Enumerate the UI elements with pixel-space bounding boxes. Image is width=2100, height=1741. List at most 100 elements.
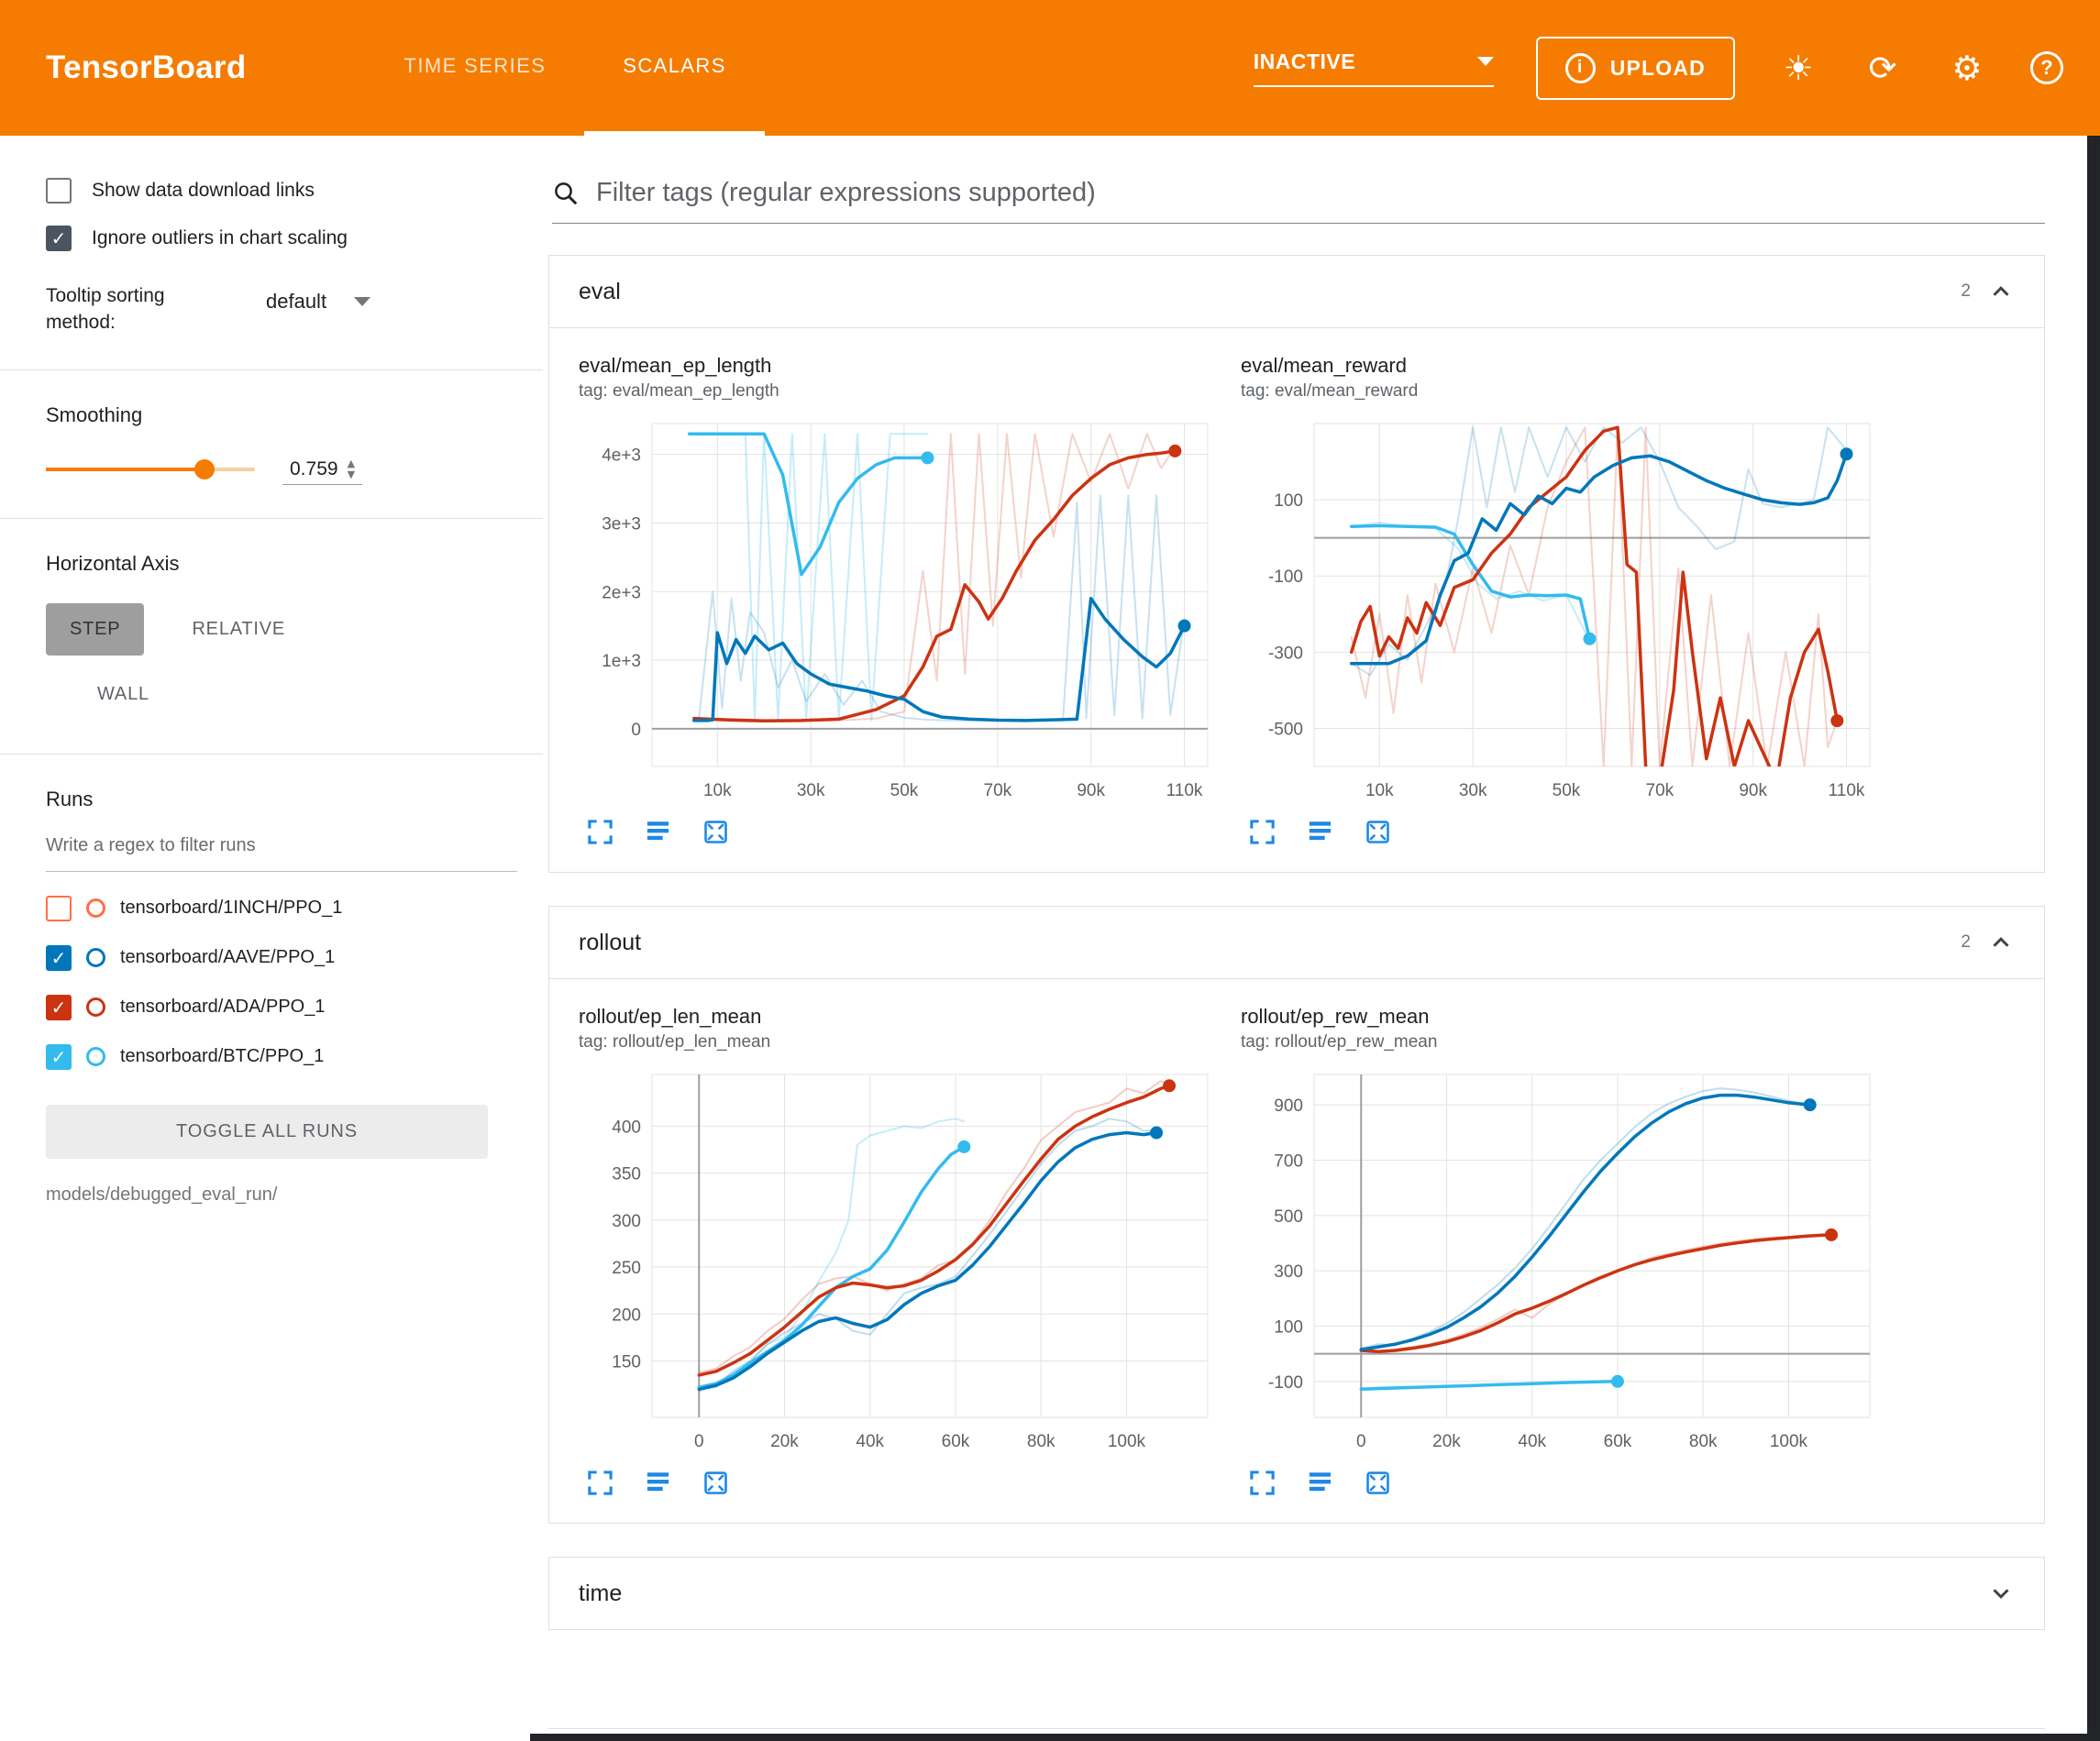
run-row-btc[interactable]: tensorboard/BTC/PPO_1 xyxy=(46,1043,517,1070)
chart-plot[interactable]: 0 20k 40k 60k 80k 100k -100 100 300 500 700 900 xyxy=(1241,1063,1883,1458)
show-download-links-checkbox-row[interactable]: Show data download links xyxy=(46,178,517,204)
run-checkbox[interactable] xyxy=(46,944,72,971)
divider xyxy=(0,517,543,519)
section-rollout-header[interactable]: rollout 2 xyxy=(549,907,2044,978)
fit-domain-icon[interactable] xyxy=(1364,1469,1392,1497)
svg-text:-100: -100 xyxy=(1268,567,1303,587)
chart-tag: tag: rollout/ep_rew_mean xyxy=(1241,1032,1438,1052)
svg-text:100: 100 xyxy=(1274,1317,1303,1337)
expand-icon[interactable] xyxy=(1248,1469,1277,1497)
expand-icon[interactable] xyxy=(586,818,614,846)
run-label: tensorboard/AAVE/PPO_1 xyxy=(120,947,336,968)
toggle-all-runs-button[interactable]: TOGGLE ALL RUNS xyxy=(46,1104,488,1159)
data-table-icon[interactable] xyxy=(644,1469,672,1497)
data-table-icon[interactable] xyxy=(1306,1469,1334,1497)
section-chart-count: 2 xyxy=(1961,281,1971,301)
section-eval-body: eval/mean_ep_length tag: eval/mean_ep_le… xyxy=(549,327,2044,872)
section-rollout-body: rollout/ep_len_mean tag: rollout/ep_len_… xyxy=(549,978,2044,1523)
svg-text:50k: 50k xyxy=(1553,781,1581,800)
checkbox-unchecked[interactable] xyxy=(46,178,72,204)
svg-text:110k: 110k xyxy=(1166,781,1203,800)
tooltip-sorting-select[interactable]: default xyxy=(266,290,371,314)
upload-button[interactable]: i UPLOAD xyxy=(1535,36,1735,100)
tooltip-sorting-label: Tooltip sorting method: xyxy=(46,285,165,334)
data-table-icon[interactable] xyxy=(1306,818,1334,846)
tab-scalars[interactable]: SCALARS xyxy=(584,0,765,136)
svg-text:30k: 30k xyxy=(797,781,825,800)
svg-text:2e+3: 2e+3 xyxy=(602,583,641,602)
svg-text:100k: 100k xyxy=(1770,1432,1808,1451)
chevron-up-icon[interactable] xyxy=(1987,278,2015,305)
app-title: TensorBoard xyxy=(46,50,247,85)
chevron-down-icon[interactable] xyxy=(1987,1580,2015,1607)
section-title: time xyxy=(579,1580,623,1606)
svg-text:250: 250 xyxy=(612,1259,641,1278)
chart-plot[interactable]: 10k 30k 50k 70k 90k 110k -500 -300 -100 100 xyxy=(1241,413,1883,807)
fit-domain-icon[interactable] xyxy=(702,1469,730,1497)
vertical-scrollbar[interactable] xyxy=(2087,136,2100,1741)
chart-toolbar xyxy=(579,1469,1226,1497)
run-checkbox[interactable] xyxy=(46,994,72,1020)
svg-text:20k: 20k xyxy=(1432,1432,1461,1451)
svg-text:100: 100 xyxy=(1274,491,1303,511)
next-section-edge xyxy=(548,1728,2045,1731)
upload-label: UPLOAD xyxy=(1609,55,1706,80)
section-eval-header[interactable]: eval 2 xyxy=(549,256,2044,327)
svg-text:500: 500 xyxy=(1274,1207,1303,1227)
run-label: tensorboard/1INCH/PPO_1 xyxy=(120,898,343,919)
section-time: time xyxy=(548,1557,2045,1630)
run-checkbox[interactable] xyxy=(46,895,72,921)
run-row-ada[interactable]: tensorboard/ADA/PPO_1 xyxy=(46,994,517,1020)
horizontal-axis-label: Horizontal Axis xyxy=(46,551,180,575)
smoothing-slider[interactable] xyxy=(46,459,255,480)
tag-filter-input[interactable] xyxy=(596,178,2045,208)
help-icon[interactable]: ? xyxy=(2030,51,2063,84)
chart-tag: tag: rollout/ep_len_mean xyxy=(579,1032,771,1052)
svg-text:-500: -500 xyxy=(1268,720,1303,739)
tooltip-sorting-value: default xyxy=(266,290,327,313)
refresh-icon[interactable]: ⟳ xyxy=(1868,48,1897,88)
axis-wall-button[interactable]: WALL xyxy=(73,668,173,721)
fit-domain-icon[interactable] xyxy=(1364,818,1392,846)
svg-text:400: 400 xyxy=(612,1118,641,1137)
tab-time-series[interactable]: TIME SERIES xyxy=(403,53,547,77)
svg-text:200: 200 xyxy=(612,1306,641,1325)
fit-domain-icon[interactable] xyxy=(702,818,730,846)
chart-plot[interactable]: 0 20k 40k 60k 80k 100k 150 200 250 300 350 400 xyxy=(579,1063,1221,1458)
chart-rollout-ep-rew-mean: rollout/ep_rew_mean tag: rollout/ep_rew_… xyxy=(1241,1005,1888,1497)
settings-gear-icon[interactable]: ⚙ xyxy=(1951,48,1983,88)
horizontal-scrollbar[interactable] xyxy=(530,1734,2100,1741)
run-row-aave[interactable]: tensorboard/AAVE/PPO_1 xyxy=(46,944,517,971)
stepper-arrows-icon[interactable]: ▲ ▼ xyxy=(347,457,356,480)
expand-icon[interactable] xyxy=(586,1469,614,1497)
slider-thumb[interactable] xyxy=(194,459,216,480)
runs-filter-input[interactable] xyxy=(46,820,517,872)
chevron-up-icon[interactable] xyxy=(1987,929,2015,956)
data-table-icon[interactable] xyxy=(644,818,672,846)
svg-text:60k: 60k xyxy=(942,1432,970,1451)
checkbox-checked[interactable] xyxy=(46,226,72,251)
brightness-icon[interactable]: ☀ xyxy=(1783,48,1814,88)
svg-text:0: 0 xyxy=(694,1432,704,1451)
svg-text:100k: 100k xyxy=(1108,1432,1146,1451)
svg-text:-300: -300 xyxy=(1268,644,1303,663)
status-dropdown[interactable]: INACTIVE xyxy=(1253,50,1494,87)
chart-plot[interactable]: 10k 30k 50k 70k 90k 110k 0 1e+3 2e+3 3e+3 4e+3 xyxy=(579,413,1221,807)
svg-text:40k: 40k xyxy=(856,1432,884,1451)
section-chart-count: 2 xyxy=(1961,932,1971,952)
run-checkbox[interactable] xyxy=(46,1043,72,1070)
ignore-outliers-checkbox-row[interactable]: Ignore outliers in chart scaling xyxy=(46,226,517,251)
svg-text:900: 900 xyxy=(1274,1096,1303,1116)
expand-icon[interactable] xyxy=(1248,818,1277,846)
run-color-circle xyxy=(86,1047,105,1067)
smoothing-value: 0.759 xyxy=(290,457,338,479)
run-row-1inch[interactable]: tensorboard/1INCH/PPO_1 xyxy=(46,895,517,921)
axis-relative-button[interactable]: RELATIVE xyxy=(168,603,309,656)
section-time-header[interactable]: time xyxy=(549,1558,2044,1629)
axis-step-button[interactable]: STEP xyxy=(46,602,145,656)
run-color-circle xyxy=(86,948,105,968)
svg-text:80k: 80k xyxy=(1689,1432,1718,1451)
smoothing-value-input[interactable]: 0.759 ▲ ▼ xyxy=(282,455,363,485)
run-label: tensorboard/ADA/PPO_1 xyxy=(120,997,326,1018)
